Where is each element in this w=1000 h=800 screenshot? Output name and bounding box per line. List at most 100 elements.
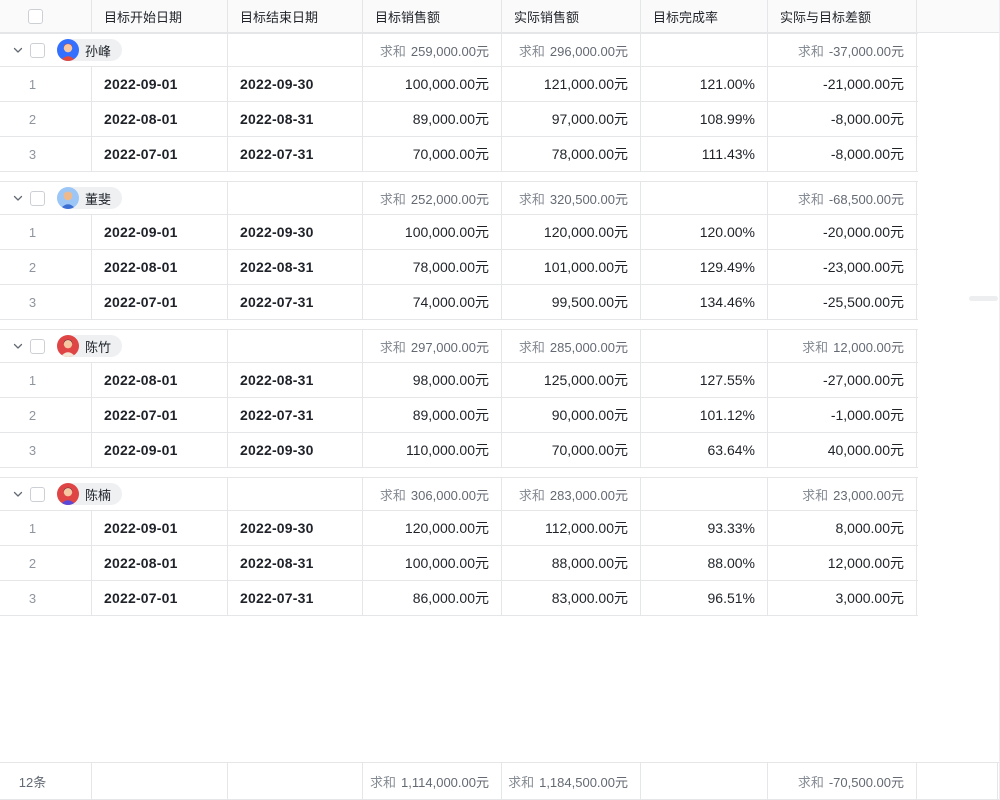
cell-actual-sales[interactable]: 78,000.00元 (502, 137, 641, 171)
chevron-down-icon[interactable] (10, 486, 26, 502)
cell-completion-rate[interactable]: 63.64% (641, 433, 768, 467)
column-header-completion-rate[interactable]: 目标完成率 (641, 0, 768, 32)
cell-end-date[interactable]: 2022-08-31 (228, 102, 363, 136)
cell-completion-rate[interactable]: 134.46% (641, 285, 768, 319)
cell-difference[interactable]: 40,000.00元 (768, 433, 917, 467)
group-sum-actual-sales[interactable]: 求和 283,000.00元 (502, 478, 641, 510)
column-header-difference[interactable]: 实际与目标差额 (768, 0, 917, 32)
column-header-end-date[interactable]: 目标结束日期 (228, 0, 363, 32)
cell-difference[interactable]: 12,000.00元 (768, 546, 917, 580)
group-sum-target-sales[interactable]: 求和 306,000.00元 (363, 478, 502, 510)
cell-start-date[interactable]: 2022-07-01 (92, 398, 228, 432)
scrollbar-thumb[interactable] (969, 296, 998, 301)
group-sum-actual-sales[interactable]: 求和 285,000.00元 (502, 330, 641, 362)
cell-difference[interactable]: -25,500.00元 (768, 285, 917, 319)
cell-actual-sales[interactable]: 125,000.00元 (502, 363, 641, 397)
cell-end-date[interactable]: 2022-07-31 (228, 137, 363, 171)
cell-start-date[interactable]: 2022-09-01 (92, 433, 228, 467)
footer-sum-difference[interactable]: 求和 -70,500.00元 (768, 763, 917, 799)
cell-difference[interactable]: 8,000.00元 (768, 511, 917, 545)
group-sum-difference[interactable]: 求和 -68,500.00元 (768, 182, 917, 214)
cell-completion-rate[interactable]: 121.00% (641, 67, 768, 101)
group-sum-difference[interactable]: 求和 -37,000.00元 (768, 34, 917, 66)
chevron-down-icon[interactable] (10, 42, 26, 58)
person-chip[interactable]: 董斐 (57, 187, 123, 209)
cell-completion-rate[interactable]: 111.43% (641, 137, 768, 171)
cell-difference[interactable]: -1,000.00元 (768, 398, 917, 432)
chevron-down-icon[interactable] (10, 190, 26, 206)
cell-end-date[interactable]: 2022-07-31 (228, 398, 363, 432)
cell-start-date[interactable]: 2022-08-01 (92, 546, 228, 580)
cell-difference[interactable]: -8,000.00元 (768, 137, 917, 171)
cell-actual-sales[interactable]: 99,500.00元 (502, 285, 641, 319)
cell-target-sales[interactable]: 98,000.00元 (363, 363, 502, 397)
cell-completion-rate[interactable]: 120.00% (641, 215, 768, 249)
person-chip[interactable]: 孙峰 (57, 39, 123, 61)
group-checkbox[interactable] (30, 190, 45, 206)
group-sum-difference[interactable]: 求和 12,000.00元 (768, 330, 917, 362)
cell-actual-sales[interactable]: 121,000.00元 (502, 67, 641, 101)
group-checkbox[interactable] (30, 486, 45, 502)
footer-sum-target-sales[interactable]: 求和 1,114,000.00元 (363, 763, 502, 799)
select-all-checkbox[interactable] (28, 8, 43, 24)
cell-start-date[interactable]: 2022-08-01 (92, 250, 228, 284)
footer-sum-actual-sales[interactable]: 求和 1,184,500.00元 (502, 763, 641, 799)
cell-end-date[interactable]: 2022-09-30 (228, 511, 363, 545)
cell-difference[interactable]: -8,000.00元 (768, 102, 917, 136)
cell-start-date[interactable]: 2022-09-01 (92, 511, 228, 545)
cell-completion-rate[interactable]: 101.12% (641, 398, 768, 432)
group-sum-target-sales[interactable]: 求和 252,000.00元 (363, 182, 502, 214)
cell-target-sales[interactable]: 89,000.00元 (363, 102, 502, 136)
cell-target-sales[interactable]: 78,000.00元 (363, 250, 502, 284)
cell-end-date[interactable]: 2022-08-31 (228, 250, 363, 284)
cell-completion-rate[interactable]: 108.99% (641, 102, 768, 136)
cell-start-date[interactable]: 2022-08-01 (92, 363, 228, 397)
cell-completion-rate[interactable]: 129.49% (641, 250, 768, 284)
cell-end-date[interactable]: 2022-09-30 (228, 67, 363, 101)
column-header-start-date[interactable]: 目标开始日期 (92, 0, 228, 32)
column-header-target-sales[interactable]: 目标销售额 (363, 0, 502, 32)
person-chip[interactable]: 陈楠 (57, 483, 123, 505)
cell-target-sales[interactable]: 89,000.00元 (363, 398, 502, 432)
cell-actual-sales[interactable]: 90,000.00元 (502, 398, 641, 432)
cell-difference[interactable]: 3,000.00元 (768, 581, 917, 615)
group-sum-difference[interactable]: 求和 23,000.00元 (768, 478, 917, 510)
cell-actual-sales[interactable]: 70,000.00元 (502, 433, 641, 467)
group-sum-actual-sales[interactable]: 求和 320,500.00元 (502, 182, 641, 214)
person-chip[interactable]: 陈竹 (57, 335, 123, 357)
cell-completion-rate[interactable]: 127.55% (641, 363, 768, 397)
cell-end-date[interactable]: 2022-09-30 (228, 433, 363, 467)
cell-target-sales[interactable]: 120,000.00元 (363, 511, 502, 545)
cell-end-date[interactable]: 2022-07-31 (228, 581, 363, 615)
cell-target-sales[interactable]: 74,000.00元 (363, 285, 502, 319)
cell-completion-rate[interactable]: 88.00% (641, 546, 768, 580)
cell-start-date[interactable]: 2022-08-01 (92, 102, 228, 136)
cell-end-date[interactable]: 2022-07-31 (228, 285, 363, 319)
cell-actual-sales[interactable]: 101,000.00元 (502, 250, 641, 284)
cell-target-sales[interactable]: 110,000.00元 (363, 433, 502, 467)
cell-actual-sales[interactable]: 97,000.00元 (502, 102, 641, 136)
cell-start-date[interactable]: 2022-07-01 (92, 285, 228, 319)
cell-actual-sales[interactable]: 83,000.00元 (502, 581, 641, 615)
cell-target-sales[interactable]: 70,000.00元 (363, 137, 502, 171)
cell-end-date[interactable]: 2022-08-31 (228, 546, 363, 580)
cell-target-sales[interactable]: 86,000.00元 (363, 581, 502, 615)
cell-actual-sales[interactable]: 120,000.00元 (502, 215, 641, 249)
cell-target-sales[interactable]: 100,000.00元 (363, 67, 502, 101)
cell-difference[interactable]: -20,000.00元 (768, 215, 917, 249)
cell-difference[interactable]: -23,000.00元 (768, 250, 917, 284)
cell-end-date[interactable]: 2022-08-31 (228, 363, 363, 397)
cell-target-sales[interactable]: 100,000.00元 (363, 546, 502, 580)
cell-start-date[interactable]: 2022-09-01 (92, 67, 228, 101)
cell-start-date[interactable]: 2022-07-01 (92, 137, 228, 171)
group-checkbox[interactable] (30, 338, 45, 354)
cell-actual-sales[interactable]: 88,000.00元 (502, 546, 641, 580)
group-sum-target-sales[interactable]: 求和 297,000.00元 (363, 330, 502, 362)
cell-start-date[interactable]: 2022-07-01 (92, 581, 228, 615)
cell-difference[interactable]: -27,000.00元 (768, 363, 917, 397)
cell-start-date[interactable]: 2022-09-01 (92, 215, 228, 249)
group-sum-actual-sales[interactable]: 求和 296,000.00元 (502, 34, 641, 66)
cell-actual-sales[interactable]: 112,000.00元 (502, 511, 641, 545)
group-checkbox[interactable] (30, 42, 45, 58)
group-sum-target-sales[interactable]: 求和 259,000.00元 (363, 34, 502, 66)
